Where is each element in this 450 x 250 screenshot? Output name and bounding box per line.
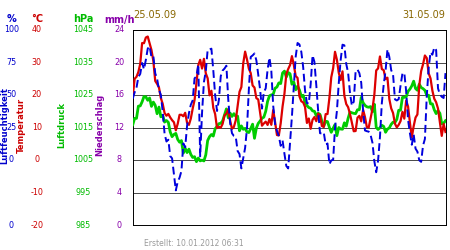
Text: 0: 0 [117,220,122,230]
Text: 20: 20 [114,58,124,67]
Text: -20: -20 [31,220,43,230]
Text: 40: 40 [32,26,42,35]
Text: 0: 0 [34,156,40,164]
Text: 1035: 1035 [73,58,93,67]
Text: %: % [6,14,16,24]
Text: 20: 20 [32,90,42,100]
Text: 75: 75 [6,58,16,67]
Text: 16: 16 [114,90,124,100]
Text: 1015: 1015 [73,123,93,132]
Text: Niederschlag: Niederschlag [95,94,104,156]
Text: 30: 30 [32,58,42,67]
Text: hPa: hPa [73,14,94,24]
Text: 31.05.09: 31.05.09 [403,10,446,20]
Text: 985: 985 [76,220,91,230]
Text: Erstellt: 10.01.2012 06:31: Erstellt: 10.01.2012 06:31 [144,238,243,248]
Text: 50: 50 [6,90,16,100]
Text: Luftfeuchtigkeit: Luftfeuchtigkeit [0,86,9,164]
Text: 10: 10 [32,123,42,132]
Text: mm/h: mm/h [104,14,135,24]
Text: 0: 0 [9,156,14,164]
Text: 24: 24 [114,26,124,35]
Text: Temperatur: Temperatur [17,98,26,152]
Text: 1045: 1045 [73,26,93,35]
Text: 100: 100 [4,26,19,35]
Text: 8: 8 [117,156,122,164]
Text: 995: 995 [76,188,91,197]
Text: 1005: 1005 [73,156,93,164]
Text: 25: 25 [6,123,16,132]
Text: 1025: 1025 [73,90,94,100]
Text: 0: 0 [9,220,14,230]
Text: 4: 4 [117,188,122,197]
Text: 12: 12 [114,123,124,132]
Text: °C: °C [31,14,43,24]
Text: Luftdruck: Luftdruck [58,102,67,148]
Text: 25.05.09: 25.05.09 [133,10,176,20]
Text: -10: -10 [31,188,43,197]
